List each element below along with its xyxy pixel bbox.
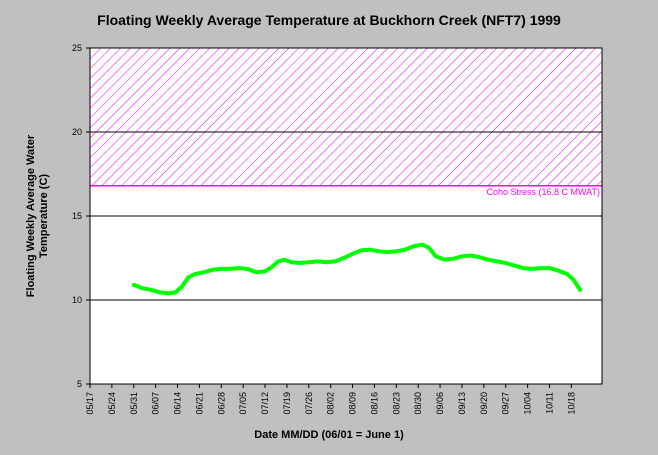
x-tick-label: 07/26 — [304, 392, 314, 415]
x-tick-label: 09/20 — [479, 392, 489, 415]
y-axis-label-line-2: Temperature (C) — [38, 174, 50, 258]
x-tick-label: 06/14 — [173, 392, 183, 415]
x-tick-label: 09/27 — [501, 392, 511, 415]
x-tick-label: 08/30 — [413, 392, 423, 415]
x-tick-label: 05/31 — [129, 392, 139, 415]
x-tick-label: 08/02 — [326, 392, 336, 415]
x-axis-label: Date MM/DD (06/01 = June 1) — [254, 429, 404, 441]
threshold-band — [90, 48, 602, 187]
y-tick-label: 10 — [72, 295, 82, 305]
y-tick-label: 5 — [77, 379, 82, 389]
y-axis-label-line-1: Floating Weekly Average Water — [25, 134, 37, 297]
y-tick-label: 20 — [72, 127, 82, 137]
chart-title: Floating Weekly Average Temperature at B… — [97, 12, 561, 28]
x-tick-label: 07/12 — [260, 392, 270, 415]
y-tick-label: 15 — [72, 211, 82, 221]
x-tick-label: 08/23 — [391, 392, 401, 415]
x-tick-label: 07/05 — [238, 392, 248, 415]
x-tick-label: 06/28 — [216, 392, 226, 415]
y-tick-label: 25 — [72, 43, 82, 53]
series-line — [131, 242, 583, 296]
gridlines — [90, 131, 602, 301]
plot-border — [89, 47, 603, 385]
x-tick-label: 06/21 — [194, 392, 204, 415]
series-lines — [131, 242, 583, 296]
x-tick-label: 05/17 — [85, 392, 95, 415]
x-tick-label: 06/07 — [151, 392, 161, 415]
threshold-hatch — [90, 48, 602, 186]
threshold-label: Coho Stress (16.8 C MWAT) — [486, 187, 600, 197]
x-tick-label: 07/19 — [282, 392, 292, 415]
x-tick-label: 09/13 — [457, 392, 467, 415]
x-tick-label: 08/09 — [348, 392, 358, 415]
x-tick-label: 10/11 — [544, 392, 554, 414]
x-tick-label: 08/16 — [369, 392, 379, 415]
x-tick-label: 09/06 — [435, 392, 445, 415]
x-axis-ticks: 05/17 05/24 05/31 06/07 06/14 06/21 06/28 07/05… — [85, 384, 576, 415]
x-tick-label: 05/24 — [107, 392, 117, 415]
x-tick-label: 10/18 — [566, 392, 576, 415]
x-tick-label: 10/04 — [523, 392, 533, 415]
y-axis-ticks: 5 10 15 20 25 — [72, 43, 90, 389]
